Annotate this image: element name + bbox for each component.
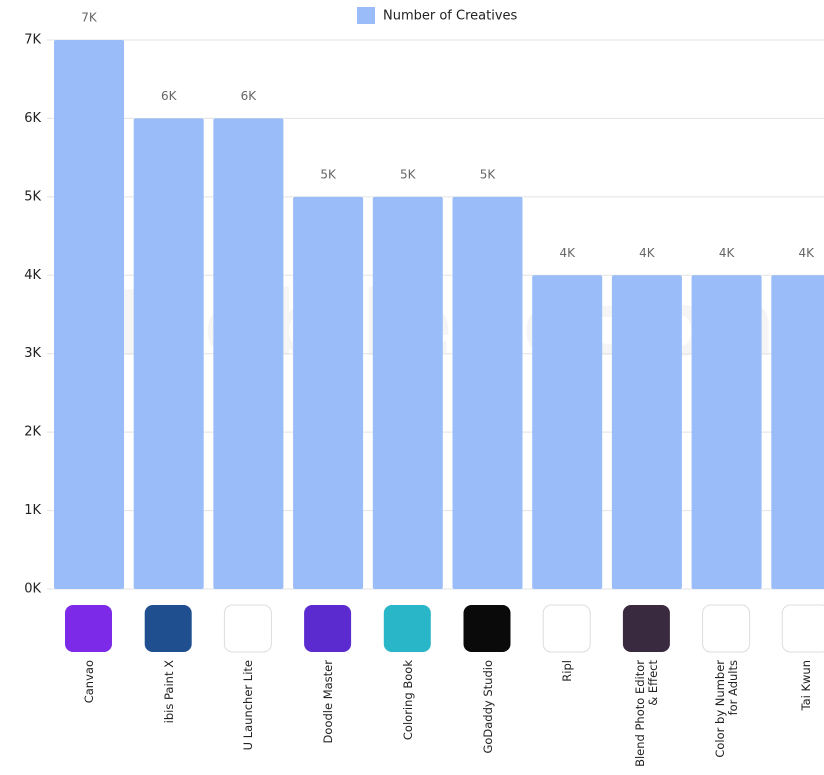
value-label: 4K <box>639 246 656 260</box>
bar <box>293 196 364 589</box>
category-label: Coloring Book <box>400 660 415 741</box>
legend-swatch <box>357 7 375 24</box>
app-icon <box>304 605 352 652</box>
bar <box>532 275 603 589</box>
value-label: 5K <box>320 167 337 181</box>
category-label: Doodle Master <box>320 660 335 744</box>
value-label: 4K <box>799 246 816 260</box>
value-label: 6K <box>161 89 178 103</box>
bar <box>213 118 284 589</box>
value-label: 4K <box>719 246 736 260</box>
category-label: Tai Kwun <box>798 660 813 711</box>
category-label: U Launcher Lite <box>240 660 255 751</box>
category-label: Blend Photo Editor & Effect <box>632 660 660 767</box>
bar <box>691 275 762 589</box>
legend-label: Number of Creatives <box>383 9 518 24</box>
app-icon <box>463 605 511 652</box>
app-icon <box>702 604 751 653</box>
y-tick-label: 4K <box>24 268 41 283</box>
category-label: GoDaddy Studio <box>480 660 494 754</box>
value-label: 5K <box>480 167 497 181</box>
app-icon <box>781 604 824 653</box>
y-tick-label: 2K <box>24 425 41 440</box>
y-tick-label: 5K <box>24 189 41 204</box>
app-icon <box>622 605 670 652</box>
category-label: Ripl <box>559 660 574 682</box>
app-icon <box>144 605 192 652</box>
app-icon <box>383 605 431 652</box>
y-tick-label: 3K <box>24 346 41 361</box>
bar <box>54 40 124 589</box>
value-label: 5K <box>400 167 417 181</box>
y-tick-label: 7K <box>24 33 41 48</box>
value-label: 7K <box>81 11 98 25</box>
value-label: 6K <box>241 89 258 103</box>
y-tick-label: 6K <box>24 111 41 126</box>
y-tick-label: 0K <box>24 582 41 597</box>
app-icon <box>65 605 112 652</box>
bar <box>771 275 824 589</box>
y-tick-label: 1K <box>24 503 41 518</box>
app-icon <box>223 604 272 653</box>
category-label: Canvao <box>81 660 96 704</box>
category-label: ibis Paint X <box>161 660 176 724</box>
bar <box>611 275 682 589</box>
bar <box>452 196 523 589</box>
app-icon <box>542 604 591 653</box>
value-label: 4K <box>559 246 576 260</box>
bar <box>372 196 443 589</box>
category-label: Color by Number for Adults <box>712 660 740 758</box>
bar <box>133 118 204 589</box>
